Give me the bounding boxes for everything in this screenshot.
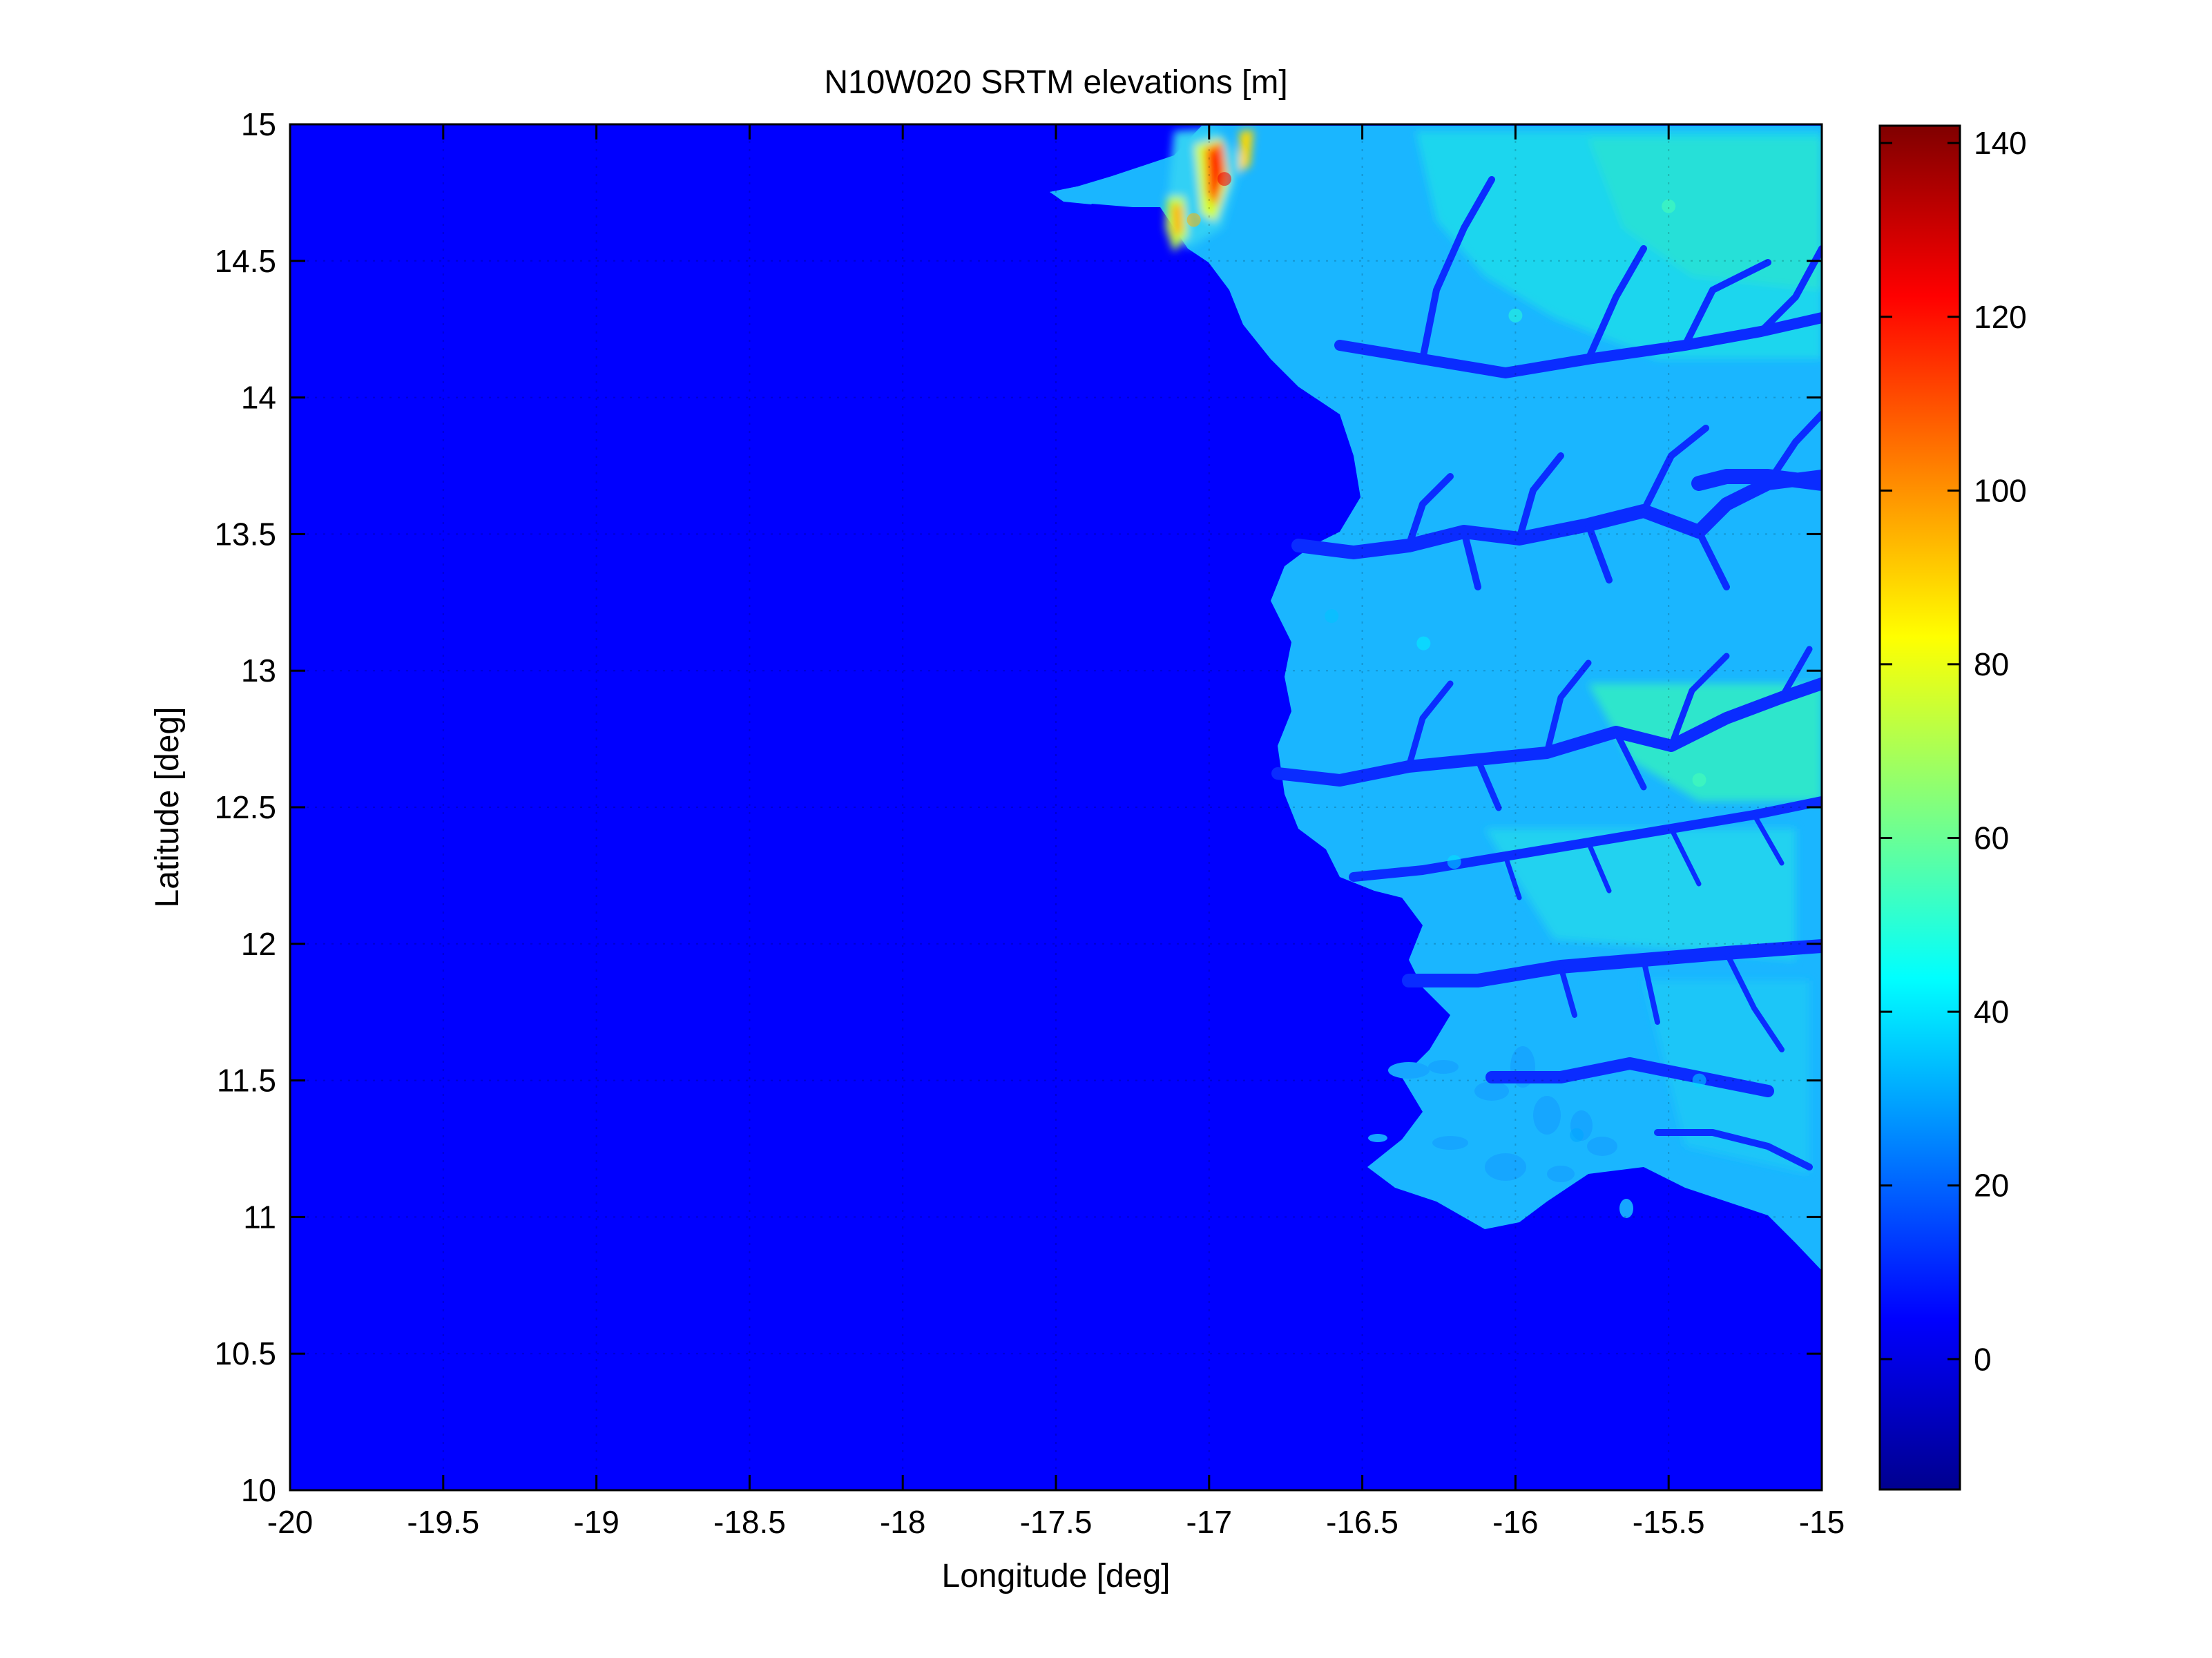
y-tick-label: 13.5	[214, 516, 276, 552]
colorbar-tick-label: 100	[1974, 472, 2027, 508]
elevation-sample	[1570, 1128, 1584, 1142]
grid	[290, 124, 1822, 1490]
y-tick-label: 12	[241, 926, 276, 962]
colorbar-tick-label: 0	[1974, 1341, 1992, 1377]
colorbar-tick-label: 40	[1974, 994, 2009, 1030]
elevation-sample	[1692, 1073, 1706, 1088]
y-tick-label: 15	[241, 106, 276, 142]
y-tick-label: 11.5	[217, 1063, 276, 1099]
x-tick-label: -18	[880, 1504, 925, 1540]
elevation-sample	[1325, 609, 1339, 624]
y-tick-label: 10.5	[214, 1336, 276, 1371]
colorbar-tick-label: 140	[1974, 125, 2027, 161]
y-tick-label: 11	[243, 1199, 276, 1235]
x-axis-label: Longitude [deg]	[942, 1558, 1171, 1594]
x-tick-label: -20	[267, 1504, 313, 1540]
river-network	[1271, 176, 1822, 1170]
colorbar-tick-label: 20	[1974, 1168, 2009, 1204]
elevation-sample	[1416, 636, 1431, 650]
x-axis-ticks: -20 -19.5 -19 -18.5 -18 -17.5 -17 -16.5 -16 -15.5…	[267, 124, 1845, 1540]
elevation-sample	[1447, 855, 1461, 869]
y-tick-label: 13	[241, 653, 276, 688]
terrain-layer	[1050, 126, 1822, 1271]
chart-title: N10W020 SRTM elevations [m]	[824, 64, 1287, 101]
colorbar-tick-label: 80	[1974, 646, 2009, 682]
colorbar-gradient	[1878, 124, 1961, 1491]
x-tick-label: -19	[573, 1504, 619, 1540]
colorbar-tick-label: 60	[1974, 820, 2009, 856]
elevation-sample	[1186, 213, 1201, 227]
x-tick-label: -16	[1492, 1504, 1538, 1540]
elevation-sample	[1508, 308, 1523, 322]
x-tick-label: -16.5	[1326, 1504, 1398, 1540]
y-tick-label: 14	[241, 380, 276, 416]
y-tick-label: 10	[241, 1472, 276, 1508]
x-tick-label: -17.5	[1020, 1504, 1093, 1540]
colorbar-tick-label: 120	[1974, 299, 2027, 335]
x-tick-label: -18.5	[713, 1504, 786, 1540]
y-tick-label: 12.5	[214, 789, 276, 825]
elevation-sample	[1217, 172, 1231, 186]
elevation-sample	[1662, 199, 1676, 213]
colorbar: 0 20 40 60 80 100 120 140	[1878, 124, 2027, 1491]
y-tick-label: 14.5	[214, 243, 276, 279]
dunes-high-terrain	[1166, 128, 1253, 252]
cap-vert-peninsula	[1050, 186, 1105, 204]
y-axis-label: Latitude [deg]	[149, 707, 186, 908]
plot-area: -20 -19.5 -19 -18.5 -18 -17.5 -17 -16.5 -16 -15.5…	[214, 106, 1845, 1540]
elevation-sample	[1692, 773, 1706, 787]
y-axis-ticks: 10 10.5 11 11.5 12 12.5 13 13.5 14 14.5 15	[214, 106, 1822, 1508]
x-tick-label: -15	[1799, 1504, 1845, 1540]
x-tick-label: -15.5	[1633, 1504, 1705, 1540]
x-tick-label: -19.5	[407, 1504, 479, 1540]
colorbar-ticks: 0 20 40 60 80 100 120 140	[1880, 125, 2027, 1377]
x-tick-label: -17	[1186, 1504, 1232, 1540]
